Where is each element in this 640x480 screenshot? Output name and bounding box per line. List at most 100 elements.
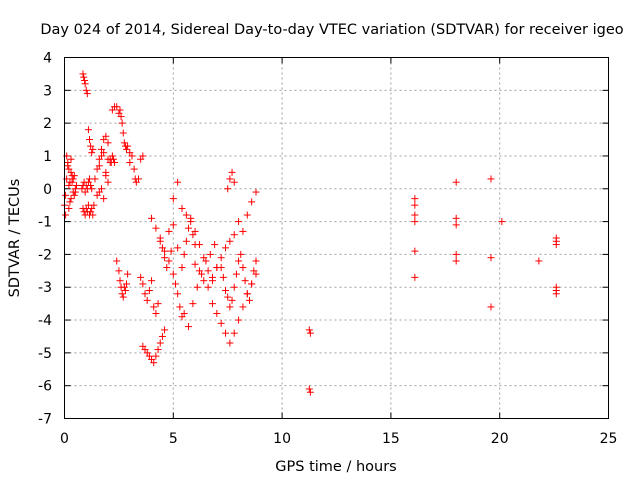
data-point <box>102 172 110 180</box>
data-point <box>134 175 142 183</box>
data-point <box>239 303 247 311</box>
grid-lines <box>64 57 609 419</box>
data-point <box>148 214 156 222</box>
data-point <box>124 270 132 278</box>
data-point <box>306 329 314 337</box>
data-point <box>252 257 260 265</box>
data-point <box>115 267 123 275</box>
data-point <box>87 181 95 189</box>
data-point <box>69 175 77 183</box>
data-point <box>195 267 203 275</box>
data-point <box>88 149 96 157</box>
data-point <box>187 218 195 226</box>
data-point <box>100 149 108 157</box>
data-point <box>211 241 219 249</box>
y-tick-labels: -7 -6 -5 -4 -3 -2 -1 0 1 2 3 4 <box>38 51 52 428</box>
data-point <box>178 204 186 212</box>
y-tick-label: 1 <box>43 149 52 165</box>
data-point <box>222 287 230 295</box>
data-point <box>62 191 70 199</box>
data-point <box>487 303 495 311</box>
y-tick-label: 2 <box>43 116 52 132</box>
data-point <box>411 201 419 209</box>
y-tick-label: -2 <box>38 247 52 263</box>
y-tick-label: -1 <box>38 215 52 231</box>
x-tick-label: 10 <box>273 431 291 447</box>
data-point <box>65 165 73 173</box>
data-point <box>226 175 234 183</box>
data-point <box>150 359 158 367</box>
data-point <box>182 237 190 245</box>
data-point <box>66 178 74 186</box>
data-point <box>204 267 212 275</box>
data-point <box>156 339 164 347</box>
data-point <box>452 221 460 229</box>
data-point <box>487 175 495 183</box>
data-point <box>116 106 124 114</box>
data-point <box>230 231 238 239</box>
data-point <box>161 254 169 262</box>
data-point <box>113 103 121 111</box>
data-point <box>91 175 99 183</box>
data-point <box>232 270 240 278</box>
data-point <box>185 323 193 331</box>
data-point <box>156 234 164 242</box>
data-point <box>65 181 73 189</box>
data-point <box>176 303 184 311</box>
data-point <box>124 142 132 150</box>
data-point <box>243 290 251 298</box>
data-point <box>137 273 145 281</box>
x-tick-label: 25 <box>600 431 618 447</box>
data-point <box>139 280 147 288</box>
data-point <box>152 352 160 360</box>
data-point <box>165 257 173 265</box>
data-point <box>305 385 313 393</box>
data-point <box>67 155 75 163</box>
data-point <box>169 270 177 278</box>
data-point <box>228 168 236 176</box>
data-point <box>252 188 260 196</box>
data-point <box>121 287 129 295</box>
data-point <box>167 247 175 255</box>
data-point <box>185 224 193 232</box>
data-point <box>224 185 232 193</box>
data-point <box>535 257 543 265</box>
data-point <box>237 250 245 258</box>
data-point <box>200 277 208 285</box>
data-point <box>230 178 238 186</box>
data-point <box>180 309 188 317</box>
data-point <box>65 204 73 212</box>
data-point <box>250 267 258 275</box>
data-point <box>95 162 103 170</box>
data-point <box>118 290 126 298</box>
data-point <box>202 257 210 265</box>
data-point <box>217 254 225 262</box>
data-point <box>83 90 91 98</box>
data-point <box>208 300 216 308</box>
data-point <box>79 70 87 78</box>
data-point <box>191 260 199 268</box>
data-point <box>100 195 108 203</box>
data-point <box>180 250 188 258</box>
data-point <box>126 159 134 167</box>
data-point <box>81 80 89 88</box>
data-point <box>226 237 234 245</box>
data-point <box>154 346 162 354</box>
data-point <box>241 277 249 285</box>
data-point <box>217 319 225 327</box>
data-point <box>66 198 74 206</box>
data-point <box>113 257 121 265</box>
x-tick-label: 20 <box>491 431 509 447</box>
data-point <box>191 227 199 235</box>
data-point <box>498 218 506 226</box>
data-point <box>452 214 460 222</box>
plot-frame <box>64 57 609 419</box>
x-tick-label: 0 <box>60 431 69 447</box>
data-point <box>97 185 105 193</box>
y-tick-label: -6 <box>38 379 52 395</box>
x-tick-label: 15 <box>382 431 400 447</box>
data-point <box>64 162 72 170</box>
data-point <box>411 247 419 255</box>
data-point <box>171 280 179 288</box>
data-point <box>111 159 119 167</box>
